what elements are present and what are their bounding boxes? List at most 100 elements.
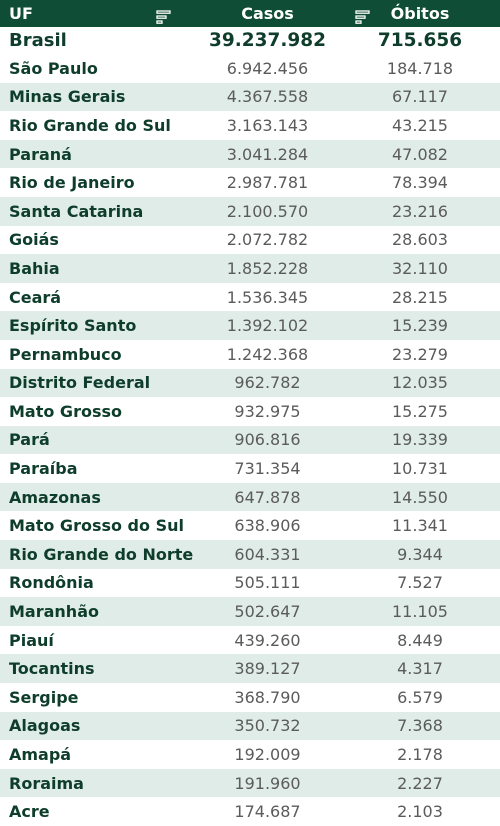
sort-icon[interactable] bbox=[354, 9, 372, 27]
cell-uf: Distrito Federal bbox=[9, 373, 151, 393]
cell-uf: Tocantins bbox=[9, 659, 95, 679]
table-row: Pará 906.816 19.339 bbox=[0, 425, 500, 455]
table-row: São Paulo 6.942.456 184.718 bbox=[0, 54, 500, 83]
cell-uf: Roraima bbox=[9, 773, 84, 793]
table-row: Roraima 191.960 2.227 bbox=[0, 768, 500, 798]
cell-casos: 647.878 bbox=[234, 487, 301, 507]
column-header-casos: Casos bbox=[195, 4, 370, 25]
cell-obitos: 28.603 bbox=[392, 230, 448, 250]
cell-obitos: 7.368 bbox=[397, 716, 443, 736]
cell-casos: 4.367.558 bbox=[226, 87, 309, 107]
cell-obitos: 15.275 bbox=[392, 401, 448, 421]
cell-casos: 439.260 bbox=[234, 630, 301, 650]
cell-uf: Ceará bbox=[9, 287, 62, 307]
cell-uf: Mato Grosso do Sul bbox=[9, 516, 184, 536]
cell-obitos: 78.394 bbox=[392, 173, 448, 193]
cell-uf: São Paulo bbox=[9, 58, 98, 78]
cell-casos: 604.331 bbox=[234, 544, 301, 564]
column-header-casos-label: Casos bbox=[241, 4, 294, 24]
cell-uf: Amazonas bbox=[9, 487, 101, 507]
cell-uf: Piauí bbox=[9, 630, 54, 650]
cell-uf: Goiás bbox=[9, 230, 59, 250]
cell-casos: 731.354 bbox=[234, 459, 301, 479]
table-row: Rio de Janeiro 2.987.781 78.394 bbox=[0, 168, 500, 197]
cell-casos: 3.041.284 bbox=[226, 144, 309, 164]
cell-casos: 191.960 bbox=[234, 773, 301, 793]
cell-obitos: 28.215 bbox=[392, 287, 448, 307]
cell-uf: Rio Grande do Sul bbox=[9, 115, 171, 135]
table-row: Amazonas 647.878 14.550 bbox=[0, 482, 500, 512]
cell-obitos: 4.317 bbox=[397, 659, 443, 679]
cell-casos: 3.163.143 bbox=[226, 115, 309, 135]
cell-uf: Pernambuco bbox=[9, 344, 122, 364]
table-row: Paraná 3.041.284 47.082 bbox=[0, 139, 500, 169]
table-row: Acre 174.687 2.103 bbox=[0, 797, 500, 826]
table-row: Ceará 1.536.345 28.215 bbox=[0, 283, 500, 312]
column-header-obitos-label: Óbitos bbox=[390, 4, 450, 24]
cell-uf: Rio de Janeiro bbox=[9, 173, 135, 193]
cell-obitos: 19.339 bbox=[392, 430, 448, 450]
cell-casos: 502.647 bbox=[234, 602, 301, 622]
table-row: Amapá 192.009 2.178 bbox=[0, 740, 500, 769]
cell-uf: Sergipe bbox=[9, 687, 79, 707]
cell-casos: 962.782 bbox=[234, 373, 301, 393]
table-row: Alagoas 350.732 7.368 bbox=[0, 711, 500, 741]
total-obitos: 715.656 bbox=[377, 30, 463, 52]
cell-obitos: 6.579 bbox=[397, 687, 443, 707]
cell-uf: Mato Grosso bbox=[9, 401, 122, 421]
cell-uf: Paraíba bbox=[9, 459, 78, 479]
column-header-obitos: Óbitos bbox=[340, 4, 500, 23]
cell-uf: Amapá bbox=[9, 745, 72, 765]
table-row: Rondônia 505.111 7.527 bbox=[0, 569, 500, 598]
cell-casos: 505.111 bbox=[234, 573, 301, 593]
table-body: São Paulo 6.942.456 184.718 Minas Gerais 4.3… bbox=[0, 54, 500, 826]
cell-uf: Alagoas bbox=[9, 716, 81, 736]
cell-uf: Paraná bbox=[9, 144, 72, 164]
cell-obitos: 2.227 bbox=[397, 773, 443, 793]
table-row: Rio Grande do Norte 604.331 9.344 bbox=[0, 540, 500, 569]
cell-obitos: 67.117 bbox=[392, 87, 448, 107]
cell-casos: 1.392.102 bbox=[226, 316, 309, 336]
table-row: Mato Grosso do Sul 638.906 11.341 bbox=[0, 511, 500, 540]
table-row: Bahia 1.852.228 32.110 bbox=[0, 254, 500, 283]
cell-obitos: 8.449 bbox=[397, 630, 443, 650]
cell-obitos: 2.103 bbox=[397, 802, 443, 822]
cell-obitos: 11.341 bbox=[392, 516, 448, 536]
table-row: Maranhão 502.647 11.105 bbox=[0, 597, 500, 626]
cell-uf: Bahia bbox=[9, 258, 60, 278]
table-row: Goiás 2.072.782 28.603 bbox=[0, 226, 500, 255]
table-row: Paraíba 731.354 10.731 bbox=[0, 454, 500, 483]
cell-uf: Acre bbox=[9, 802, 50, 822]
table-row: Tocantins 389.127 4.317 bbox=[0, 654, 500, 684]
cell-obitos: 15.239 bbox=[392, 316, 448, 336]
cell-casos: 174.687 bbox=[234, 802, 301, 822]
cell-obitos: 184.718 bbox=[386, 58, 454, 78]
cell-casos: 906.816 bbox=[234, 430, 301, 450]
cell-casos: 2.100.570 bbox=[226, 201, 309, 221]
cell-casos: 932.975 bbox=[234, 401, 301, 421]
sort-icon[interactable] bbox=[155, 9, 173, 27]
table-row: Pernambuco 1.242.368 23.279 bbox=[0, 340, 500, 369]
table-row: Minas Gerais 4.367.558 67.117 bbox=[0, 82, 500, 112]
cell-obitos: 23.279 bbox=[392, 344, 448, 364]
table-row: Rio Grande do Sul 3.163.143 43.215 bbox=[0, 111, 500, 140]
cell-uf: Rio Grande do Norte bbox=[9, 544, 194, 564]
table-row: Distrito Federal 962.782 12.035 bbox=[0, 368, 500, 398]
cell-obitos: 10.731 bbox=[392, 459, 448, 479]
column-header-uf-label: UF bbox=[9, 4, 33, 24]
total-casos: 39.237.982 bbox=[208, 30, 327, 52]
cell-casos: 389.127 bbox=[234, 659, 301, 679]
cell-casos: 638.906 bbox=[234, 516, 301, 536]
table-row: Santa Catarina 2.100.570 23.216 bbox=[0, 196, 500, 226]
cell-casos: 1.852.228 bbox=[226, 258, 309, 278]
table-row: Piauí 439.260 8.449 bbox=[0, 626, 500, 655]
cell-uf: Espírito Santo bbox=[9, 316, 137, 336]
cell-obitos: 12.035 bbox=[392, 373, 448, 393]
table-row: Sergipe 368.790 6.579 bbox=[0, 683, 500, 712]
cell-obitos: 14.550 bbox=[392, 487, 448, 507]
cell-uf: Minas Gerais bbox=[9, 87, 126, 107]
total-uf: Brasil bbox=[9, 30, 67, 52]
cell-casos: 368.790 bbox=[234, 687, 301, 707]
table-header: UF Casos Óbitos bbox=[0, 0, 500, 28]
